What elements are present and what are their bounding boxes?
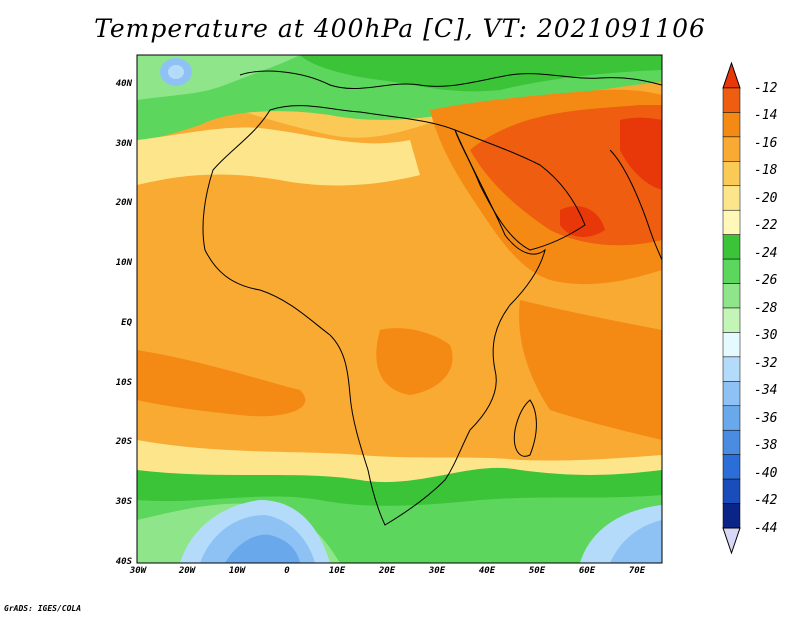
coastlines xyxy=(202,70,662,526)
colorbar-swatch xyxy=(722,307,741,333)
colorbar-label-m40: -40 xyxy=(754,466,778,481)
colorbar-swatch xyxy=(722,356,741,382)
colorbar-label-m38: -38 xyxy=(754,438,778,453)
lon-label-10e: 10E xyxy=(328,566,346,576)
colorbar-swatch xyxy=(722,381,741,407)
colorbar-label-m36: -36 xyxy=(754,411,778,426)
colorbar-label-m12: -12 xyxy=(754,81,778,96)
lon-label-30e: 30E xyxy=(428,566,446,576)
colorbar-label-m34: -34 xyxy=(754,383,778,398)
colorbar-swatch xyxy=(722,136,741,162)
europe-coastline xyxy=(239,70,662,89)
lat-label-20n: 20N xyxy=(115,198,132,208)
colorbar-label-m28: -28 xyxy=(754,301,778,316)
colorbar-swatch xyxy=(722,429,741,455)
colorbar-swatch xyxy=(722,503,741,529)
map-title: Temperature at 400hPa [C], VT: 202109110… xyxy=(94,14,706,43)
colorbar-swatch xyxy=(722,161,741,187)
lon-label-70e: 70E xyxy=(628,566,646,576)
lat-label-30n: 30N xyxy=(115,139,132,149)
colorbar-swatch xyxy=(722,234,741,260)
lat-label-30s: 30S xyxy=(115,497,132,507)
madagascar-coastline xyxy=(513,399,537,457)
colorbar-swatch xyxy=(722,283,741,309)
colorbar-label-m20: -20 xyxy=(754,191,778,206)
colorbar-label-m30: -30 xyxy=(754,328,778,343)
colorbar-swatch xyxy=(722,209,741,235)
lon-label-20e: 20E xyxy=(378,566,396,576)
colorbar-label-m22: -22 xyxy=(754,218,778,233)
lat-label-40n: 40N xyxy=(115,79,132,89)
colorbar-label-m14: -14 xyxy=(754,108,778,123)
colorbar-swatch xyxy=(722,332,741,358)
colorbar-label-m18: -18 xyxy=(754,163,778,178)
colorbar-swatch xyxy=(722,258,741,284)
lon-label-0: 0 xyxy=(284,566,290,576)
map-frame xyxy=(136,54,663,564)
colorbar-swatch xyxy=(722,454,741,480)
colorbar-under-triangle xyxy=(722,527,741,555)
colorbar-swatch xyxy=(722,87,741,113)
lat-label-20s: 20S xyxy=(115,437,132,447)
lon-label-50e: 50E xyxy=(528,566,546,576)
colorbar-over-triangle xyxy=(722,61,741,89)
colorbar-label-m42: -42 xyxy=(754,493,778,508)
lat-label-10s: 10S xyxy=(115,378,132,388)
lat-label-eq: EQ xyxy=(121,318,132,328)
lon-label-60e: 60E xyxy=(578,566,596,576)
colorbar-swatch xyxy=(722,185,741,211)
temperature-field xyxy=(137,55,662,563)
colorbar-swatch xyxy=(722,405,741,431)
africa-coastline xyxy=(202,105,546,526)
arabia-coastline xyxy=(454,129,586,251)
colorbar-label-m44: -44 xyxy=(754,521,778,536)
colorbar-swatch xyxy=(722,478,741,504)
colorbar-swatch xyxy=(722,112,741,138)
lon-label-20w: 20W xyxy=(178,566,196,576)
colorbar-label-m24: -24 xyxy=(754,246,778,261)
lon-label-30w: 30W xyxy=(129,566,147,576)
lat-label-40s: 40S xyxy=(115,557,132,567)
lat-label-10n: 10N xyxy=(115,258,132,268)
colorbar-label-m26: -26 xyxy=(754,273,778,288)
colorbar-label-m16: -16 xyxy=(754,136,778,151)
grads-credit: GrADS: IGES/COLA xyxy=(4,604,82,613)
lon-label-10w: 10W xyxy=(228,566,246,576)
colorbar xyxy=(722,61,741,555)
lon-label-40e: 40E xyxy=(478,566,496,576)
india-coastline xyxy=(609,149,662,261)
colorbar-label-m32: -32 xyxy=(754,356,778,371)
